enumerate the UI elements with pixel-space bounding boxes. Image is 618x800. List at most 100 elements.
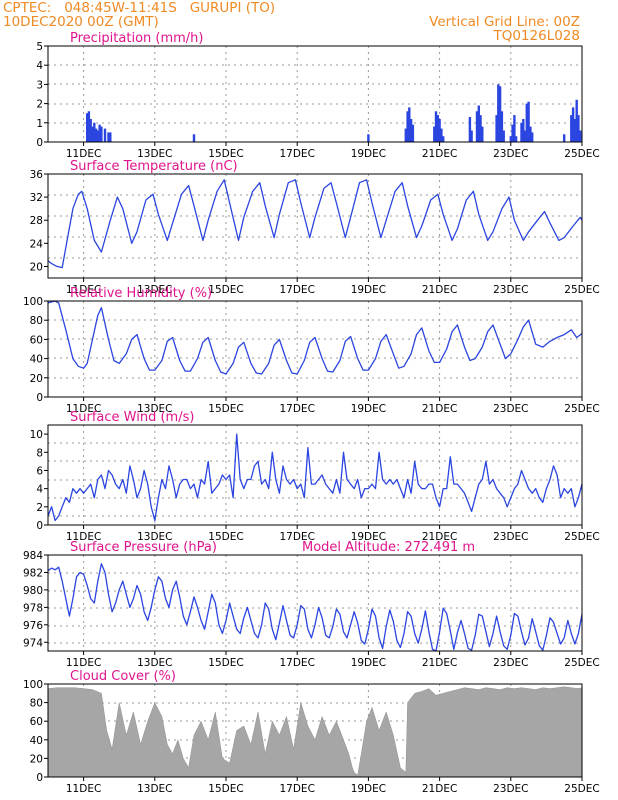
precip-bar: [434, 111, 438, 142]
precip-bar: [513, 115, 516, 142]
init-time-label: 10DEC2020 00Z (GMT): [3, 14, 159, 30]
x-tick-label: 13DEC: [137, 148, 172, 160]
y-tick-label: 4: [36, 484, 43, 496]
precip-bar: [94, 128, 98, 142]
precip-bar: [531, 132, 534, 142]
precip-bar: [91, 126, 94, 142]
y-tick-label: 40: [30, 735, 43, 747]
y-tick-label: 36: [30, 169, 44, 181]
precip-bar: [89, 119, 92, 142]
x-tick-label: 11DEC: [66, 783, 101, 795]
precip-bar: [404, 128, 407, 142]
precip-bar: [514, 136, 518, 142]
x-tick-label: 23DEC: [493, 783, 528, 795]
precip-bar: [495, 115, 498, 142]
x-tick-label: 17DEC: [279, 657, 314, 669]
precip-bar: [498, 86, 502, 142]
y-tick-label: 974: [23, 637, 43, 649]
x-tick-label: 15DEC: [208, 403, 243, 415]
precip-bar: [98, 124, 101, 142]
panel-title: Relative Humidity (%): [70, 286, 212, 301]
series-line: [47, 300, 583, 375]
grid-note-label: Vertical Grid Line: 00Z: [429, 14, 580, 30]
precip-bar: [468, 117, 472, 142]
precip-bar: [406, 111, 409, 142]
x-tick-label: 21DEC: [422, 403, 457, 415]
plot-frame: [47, 424, 583, 526]
x-tick-label: 19DEC: [351, 403, 386, 415]
x-tick-label: 11DEC: [66, 531, 101, 543]
precip-bar: [520, 122, 523, 142]
x-tick-label: 23DEC: [493, 657, 528, 669]
x-tick-label: 15DEC: [208, 783, 243, 795]
precip-bar: [502, 130, 505, 142]
plot-frame: [47, 300, 583, 398]
y-tick-label: 2: [36, 99, 43, 111]
y-tick-label: 5: [36, 41, 43, 53]
x-tick-label: 21DEC: [422, 657, 457, 669]
y-tick-label: 3: [36, 79, 43, 91]
x-tick-label: 13DEC: [137, 403, 172, 415]
plot-frame: [47, 45, 583, 143]
precip-bar: [575, 99, 578, 142]
precip-bar: [579, 130, 582, 142]
x-tick-label: 13DEC: [137, 531, 172, 543]
precip-bar: [481, 126, 484, 142]
precip-bar: [440, 128, 443, 142]
precip-bar: [192, 134, 196, 142]
precip-bar: [100, 126, 103, 142]
y-tick-label: 60: [30, 716, 43, 728]
precip-bar: [433, 126, 436, 142]
x-tick-label: 21DEC: [422, 783, 457, 795]
plot-frame: [47, 554, 583, 652]
series-line: [47, 563, 583, 652]
station-label: CPTEC: 048:45W-11:41S GURUPI (TO): [3, 0, 276, 16]
x-tick-label: 11DEC: [66, 148, 101, 160]
precip-bar: [477, 105, 480, 142]
precip-bar: [523, 130, 527, 142]
precip-bar: [436, 115, 439, 142]
x-tick-label: 15DEC: [208, 148, 243, 160]
y-tick-label: 0: [36, 137, 43, 149]
x-tick-label: 17DEC: [279, 148, 314, 160]
y-tick-label: 4: [36, 60, 43, 72]
x-tick-label: 23DEC: [493, 403, 528, 415]
y-tick-label: 24: [30, 238, 44, 250]
precip-bar: [529, 126, 532, 142]
precip-bar: [475, 111, 479, 142]
y-tick-label: 100: [23, 296, 43, 308]
x-tick-label: 19DEC: [351, 284, 386, 296]
series-line: [47, 179, 583, 269]
precip-bar: [570, 115, 573, 142]
y-tick-label: 980: [23, 585, 43, 597]
x-tick-label: 17DEC: [279, 403, 314, 415]
precip-bar: [93, 122, 96, 142]
x-tick-label: 21DEC: [422, 284, 457, 296]
y-tick-label: 984: [23, 550, 43, 562]
series-line: [47, 433, 583, 522]
precip-bar: [367, 134, 370, 142]
x-tick-label: 19DEC: [351, 148, 386, 160]
precip-bar: [87, 111, 91, 142]
precip-bar: [408, 107, 411, 142]
x-tick-label: 23DEC: [493, 531, 528, 543]
x-tick-label: 17DEC: [279, 783, 314, 795]
x-tick-label: 25DEC: [564, 783, 599, 795]
precip-bar: [103, 128, 107, 142]
y-tick-label: 1: [36, 118, 43, 130]
y-tick-label: 10: [30, 429, 43, 441]
x-tick-label: 19DEC: [351, 783, 386, 795]
y-tick-label: 20: [30, 753, 43, 765]
model-altitude-label: Model Altitude: 272.491 m: [302, 540, 475, 555]
x-tick-label: 13DEC: [137, 783, 172, 795]
precip-bar: [522, 119, 525, 142]
x-tick-label: 13DEC: [137, 284, 172, 296]
precip-bar: [500, 111, 504, 142]
y-tick-label: 28: [30, 215, 43, 227]
panel-title: Surface Temperature (nC): [70, 159, 238, 174]
precip-bar: [573, 119, 577, 142]
y-tick-label: 0: [36, 772, 43, 784]
x-tick-label: 15DEC: [208, 284, 243, 296]
x-tick-label: 15DEC: [208, 657, 243, 669]
